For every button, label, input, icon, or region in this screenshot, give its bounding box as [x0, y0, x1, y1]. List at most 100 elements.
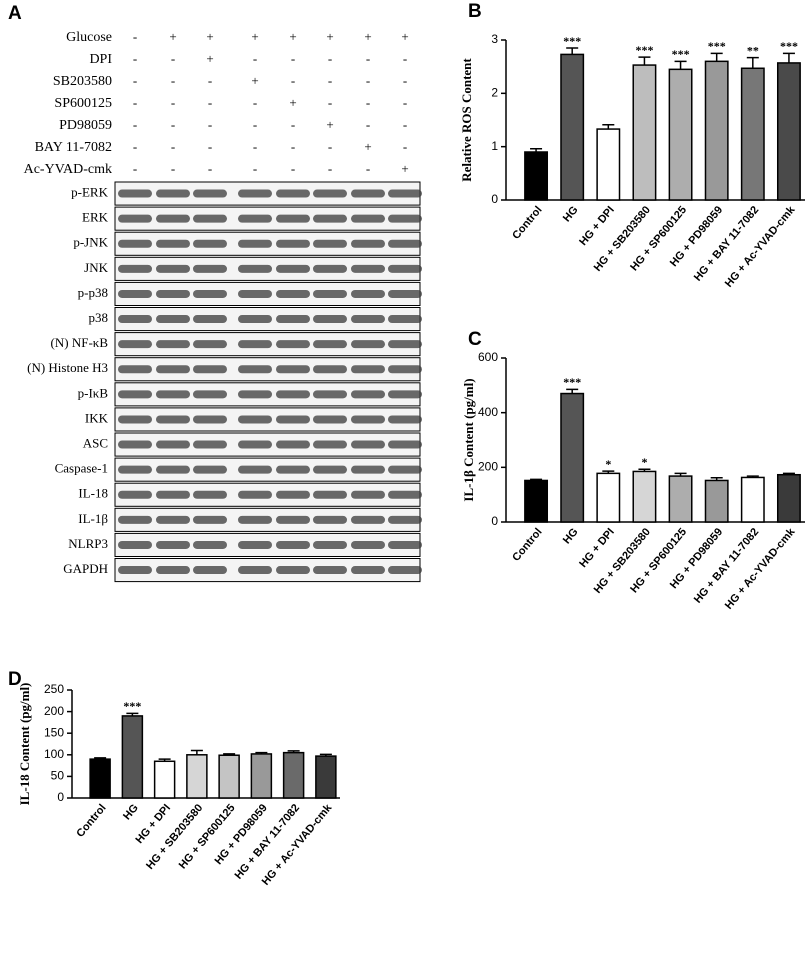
y-tick-label: 150	[44, 725, 64, 739]
treatment-sign: -	[133, 73, 137, 88]
blot-band	[276, 390, 310, 399]
blot-band	[388, 315, 422, 324]
blot-band	[276, 189, 310, 198]
treatment-sign: -	[291, 161, 295, 176]
error-bar	[746, 475, 759, 478]
blot-band	[276, 540, 310, 549]
treatment-sign: -	[366, 161, 370, 176]
protein-label: p-JNK	[73, 235, 108, 250]
significance-label: ***	[708, 39, 726, 53]
blot-band	[313, 390, 347, 399]
protein-label: GAPDH	[63, 561, 108, 576]
blot-band	[276, 566, 310, 575]
blot-band	[118, 465, 152, 474]
blot-band	[351, 515, 385, 524]
significance-label: *	[641, 455, 647, 469]
x-tick-label: HG	[561, 526, 581, 546]
blot-band	[193, 440, 227, 449]
blot-band	[351, 415, 385, 424]
blot-band	[276, 264, 310, 273]
blot-band	[118, 289, 152, 298]
blot-band	[388, 515, 422, 524]
treatment-sign: +	[169, 29, 176, 44]
blot-band	[313, 540, 347, 549]
blot-band	[313, 465, 347, 474]
blot-band	[193, 189, 227, 198]
blot-band	[193, 566, 227, 575]
error-bar	[94, 757, 107, 760]
treatment-sign: -	[208, 95, 212, 110]
error-bar	[190, 749, 203, 755]
blot-band	[118, 264, 152, 273]
x-tick-label: HG + BAY 11-7082	[692, 204, 762, 284]
bar	[704, 60, 729, 201]
panel-label: C	[468, 329, 482, 350]
treatment-sign: -	[253, 161, 257, 176]
x-tick-label: HG + DPI	[577, 526, 617, 570]
blot-band	[313, 440, 347, 449]
significance-label: ***	[635, 43, 653, 57]
bar	[668, 475, 693, 523]
blot-band	[238, 264, 272, 273]
blot-band	[313, 315, 347, 324]
blot-band	[351, 214, 385, 223]
treatment-sign: -	[133, 161, 137, 176]
error-bar	[287, 750, 300, 753]
blot-band	[313, 289, 347, 298]
treatment-sign: -	[253, 95, 257, 110]
treatment-sign: -	[403, 95, 407, 110]
blot-band	[351, 540, 385, 549]
treatment-sign: -	[291, 139, 295, 154]
error-bar	[530, 148, 543, 152]
error-bar	[602, 124, 615, 130]
blot-band	[193, 340, 227, 349]
blot-band	[156, 440, 190, 449]
treatment-sign: -	[291, 117, 295, 132]
bar	[315, 755, 337, 799]
error-bar	[223, 753, 236, 756]
treatment-sign: +	[326, 117, 333, 132]
y-axis-label: Relative ROS Content	[459, 58, 474, 182]
protein-label: IL-1β	[78, 511, 108, 526]
blot-band	[313, 214, 347, 223]
significance-label: ***	[563, 375, 581, 389]
treatment-label: SP600125	[54, 96, 112, 111]
treatment-sign: -	[133, 29, 137, 44]
y-tick-label: 1	[491, 139, 498, 153]
treatment-sign: -	[171, 117, 175, 132]
blot-band	[388, 440, 422, 449]
error-bar	[566, 388, 579, 394]
significance-label: ***	[123, 699, 141, 713]
blot-band	[276, 365, 310, 374]
treatment-label: PD98059	[59, 118, 112, 133]
blot-band	[276, 289, 310, 298]
blot-band	[313, 189, 347, 198]
blot-band	[276, 340, 310, 349]
bar	[776, 473, 801, 523]
blot-band	[156, 315, 190, 324]
treatment-label: Ac-YVAD-cmk	[24, 162, 112, 177]
blot-band	[193, 490, 227, 499]
bar	[596, 128, 621, 201]
blot-band	[238, 315, 272, 324]
treatment-sign: -	[291, 73, 295, 88]
y-tick-label: 50	[51, 769, 65, 783]
error-bar	[638, 56, 651, 66]
treatment-label: DPI	[89, 52, 112, 67]
treatment-sign: +	[206, 29, 213, 44]
blot-band	[156, 239, 190, 248]
y-tick-label: 400	[478, 405, 498, 419]
treatment-sign: +	[401, 161, 408, 176]
blot-band	[238, 189, 272, 198]
blot-band	[313, 264, 347, 273]
blot-band	[118, 315, 152, 324]
bar	[560, 53, 585, 201]
blot-band	[118, 415, 152, 424]
y-tick-label: 3	[491, 32, 498, 46]
treatment-sign: +	[206, 51, 213, 66]
bar	[153, 760, 176, 799]
blot-band	[193, 365, 227, 374]
x-tick-label: Control	[510, 526, 544, 564]
blot-band	[118, 566, 152, 575]
y-tick-label: 200	[478, 460, 498, 474]
